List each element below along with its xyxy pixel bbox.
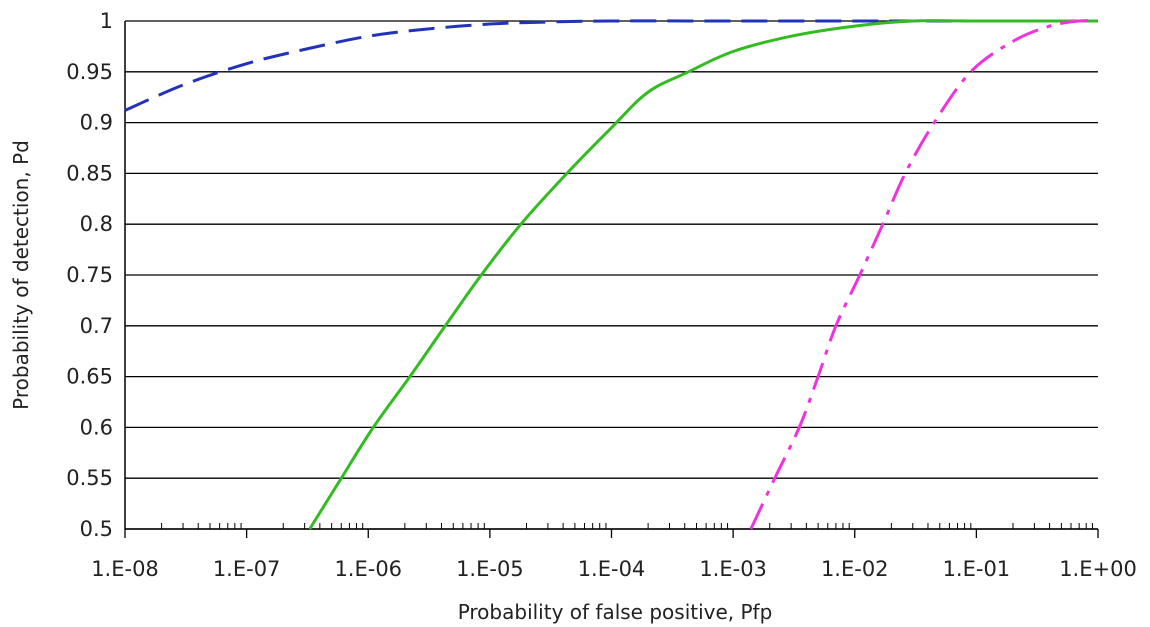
y-tick-label: 0.7 [80,314,113,338]
y-tick-label: 0.8 [80,212,113,236]
axes [124,21,1099,538]
y-tick-label: 0.55 [66,466,113,490]
series-line-2 [308,19,1098,530]
y-tick-label: 0.6 [80,415,113,439]
y-axis-title: Probability of detection, Pd [9,140,33,410]
x-tick-label: 1.E-08 [91,557,159,581]
x-tick-label: 1.E-04 [578,557,646,581]
y-tick-label: 0.95 [66,60,113,84]
y-tick-label: 0.9 [80,111,113,135]
series-lines [124,19,1099,530]
x-tick-label: 1.E-05 [456,557,524,581]
y-tick-label: 1 [100,9,113,33]
x-tick-label: 1.E-03 [699,557,767,581]
x-tick-label: 1.E-07 [213,557,281,581]
x-axis-title: Probability of false positive, Pfp [458,600,773,624]
y-tick-labels: 0.5 0.55 0.6 0.65 0.7 0.75 0.8 0.85 0.9 0.95 1 [66,9,113,541]
x-tick-label: 1.E-02 [821,557,889,581]
y-tick-label: 0.75 [66,263,113,287]
x-tick-labels: 1.E-08 1.E-07 1.E-06 1.E-05 1.E-04 1.E-03 1.E-… [91,557,1137,581]
y-tick-label: 0.65 [66,365,113,389]
grid-lines [125,20,1098,530]
y-tick-label: 0.85 [66,161,113,185]
x-tick-label: 1.E+00 [1059,557,1137,581]
series-line-3 [749,19,1099,530]
x-tick-label: 1.E-01 [943,557,1011,581]
y-tick-label: 0.5 [80,517,113,541]
x-tick-label: 1.E-06 [334,557,402,581]
